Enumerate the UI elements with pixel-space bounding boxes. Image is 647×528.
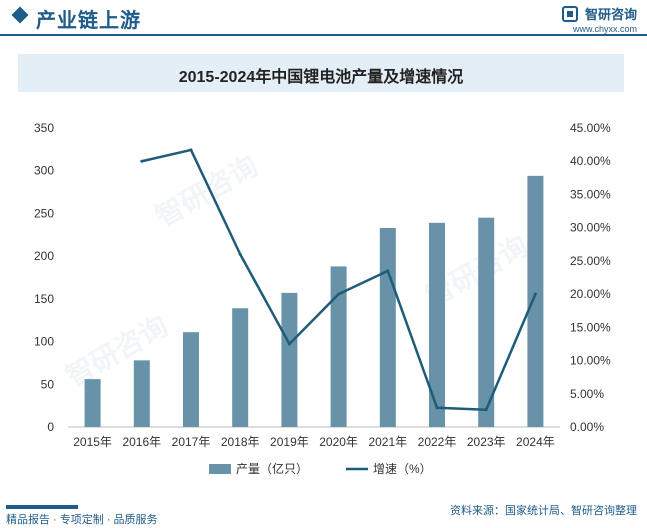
chart-title: 2015-2024年中国锂电池产量及增速情况 — [178, 69, 464, 86]
y-right-tick-label: 10.00% — [570, 354, 611, 368]
line-point — [287, 342, 291, 346]
line-point — [533, 292, 537, 296]
section-title: 产业链上游 — [36, 10, 141, 32]
bar — [133, 360, 150, 427]
y-left-tick-label: 350 — [34, 121, 54, 135]
line-point — [140, 159, 144, 163]
x-tick-label: 2016年 — [122, 435, 161, 449]
bar — [478, 217, 495, 427]
legend-line-label: 增速（%） — [373, 462, 432, 476]
header-divider — [0, 34, 647, 36]
bar — [379, 227, 396, 427]
data-source: 资料来源：国家统计局、智研咨询整理 — [450, 505, 637, 517]
bar — [232, 308, 249, 427]
x-tick-label: 2024年 — [516, 435, 555, 449]
section-header: 产业链上游 智研咨询 www.chyxx.com — [0, 0, 647, 38]
footer-accent — [6, 505, 78, 509]
legend-bar-label: 产量（亿只） — [236, 461, 308, 476]
footer: 精品报告 · 专项定制 · 品质服务 资料来源：国家统计局、智研咨询整理 — [0, 502, 647, 528]
y-left-tick-label: 250 — [34, 206, 54, 220]
y-right-tick-label: 20.00% — [570, 287, 611, 301]
y-right-tick-label: 35.00% — [570, 187, 611, 201]
y-left-tick-label: 300 — [34, 164, 54, 178]
bar — [281, 292, 298, 427]
line-point — [484, 408, 488, 412]
y-right-tick-label: 40.00% — [570, 154, 611, 168]
x-tick-label: 2017年 — [172, 435, 211, 449]
y-right-tick-label: 45.00% — [570, 121, 611, 135]
bar — [429, 222, 445, 427]
y-left-tick-label: 100 — [34, 335, 54, 349]
legend-bar-swatch — [209, 464, 231, 474]
logo-name: 智研咨询 — [584, 7, 637, 22]
chart-title-banner: 2015-2024年中国锂电池产量及增速情况 — [18, 54, 624, 92]
line-point — [238, 252, 242, 256]
x-tick-label: 2018年 — [221, 435, 260, 449]
y-left-tick-label: 0 — [47, 420, 54, 434]
logo-icon — [561, 5, 578, 22]
x-tick-label: 2015年 — [73, 435, 112, 449]
x-tick-label: 2019年 — [270, 435, 309, 449]
y-left-tick-label: 50 — [41, 377, 55, 391]
line-point — [386, 269, 390, 273]
x-tick-label: 2023年 — [467, 435, 506, 449]
line-point — [435, 406, 439, 410]
y-right-tick-label: 5.00% — [570, 387, 604, 401]
y-right-tick-label: 15.00% — [570, 320, 611, 334]
bar — [84, 379, 101, 427]
line-point — [337, 292, 341, 296]
logo-url: www.chyxx.com — [572, 24, 637, 34]
x-tick-label: 2021年 — [368, 435, 407, 449]
x-tick-label: 2020年 — [319, 435, 358, 449]
y-right-tick-label: 0.00% — [570, 420, 604, 434]
footer-slogan: 精品报告 · 专项定制 · 品质服务 — [6, 514, 158, 526]
y-right-tick-label: 30.00% — [570, 221, 611, 235]
y-right-tick-label: 25.00% — [570, 254, 611, 268]
bar — [330, 266, 347, 427]
brand-logo: 智研咨询 www.chyxx.com — [561, 4, 637, 34]
line-point — [189, 148, 193, 152]
y-left-tick-label: 150 — [34, 292, 54, 306]
x-tick-label: 2022年 — [418, 435, 457, 449]
bar — [527, 175, 544, 427]
bar — [183, 332, 199, 427]
y-left-tick-label: 200 — [34, 249, 54, 263]
